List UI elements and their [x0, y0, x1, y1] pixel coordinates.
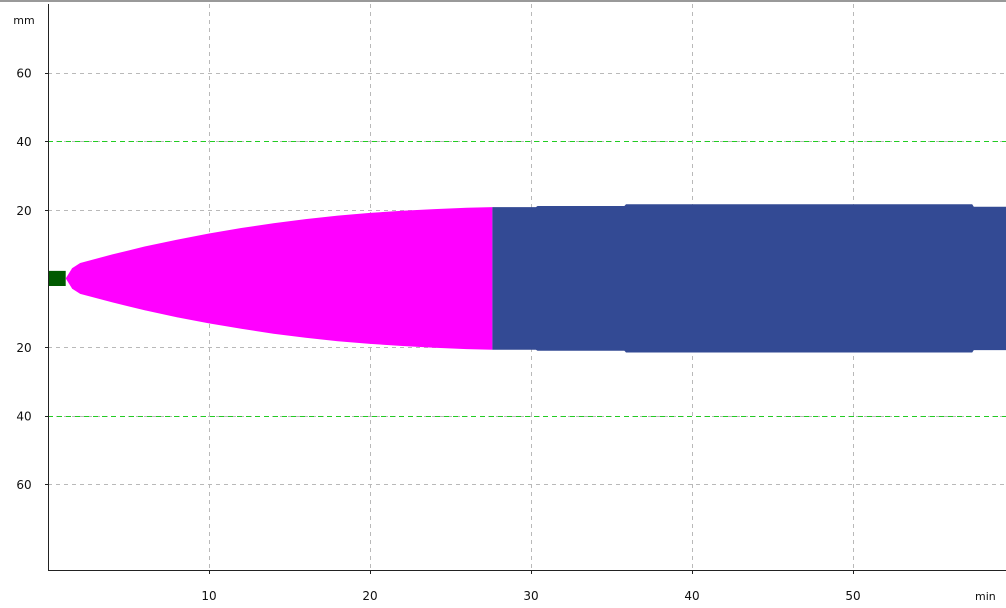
y-tick-label: 20	[16, 204, 31, 218]
x-axis-ticks: 10 20 30 40 50	[201, 570, 861, 603]
series-areas	[48, 204, 1006, 353]
series-area-1	[48, 270, 66, 286]
x-tick-label: 50	[845, 589, 860, 603]
x-tick-label: 10	[201, 589, 216, 603]
y-axis-ticks: 60 40 20 20 40 60	[16, 67, 48, 492]
y-tick-label: 60	[16, 67, 31, 81]
y-tick-label: 40	[16, 410, 31, 424]
y-tick-label: 60	[16, 478, 31, 492]
y-tick-label: 40	[16, 135, 31, 149]
series-area-2	[65, 207, 493, 350]
x-tick-label: 40	[684, 589, 699, 603]
x-tick-label: 20	[362, 589, 377, 603]
x-axis-unit-label: min	[975, 590, 996, 603]
threshold-lines	[48, 141, 1006, 417]
x-tick-label: 30	[523, 589, 538, 603]
y-tick-label: 20	[16, 341, 31, 355]
y-axis-unit-label: mm	[13, 14, 34, 27]
series-area-3	[492, 204, 1006, 353]
